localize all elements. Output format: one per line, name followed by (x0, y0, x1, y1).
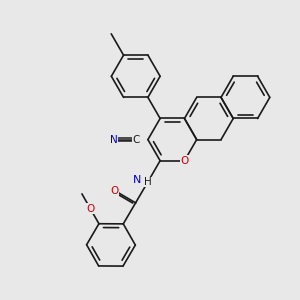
Text: H: H (144, 177, 152, 187)
Text: O: O (110, 185, 119, 196)
Text: N: N (110, 135, 118, 145)
Text: O: O (180, 156, 189, 166)
Text: C: C (132, 135, 140, 145)
Text: O: O (86, 204, 94, 214)
Text: N: N (133, 175, 141, 185)
